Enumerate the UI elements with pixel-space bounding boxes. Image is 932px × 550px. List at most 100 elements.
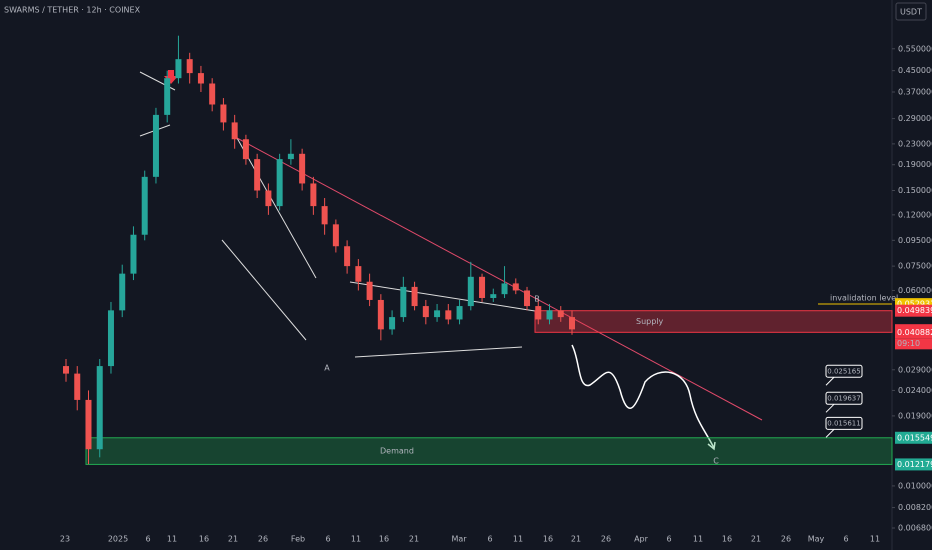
currency-box[interactable] [895,2,927,21]
triangle-line [349,281,536,312]
candle-body [546,310,553,320]
candle-body [501,283,508,295]
target-box [825,364,863,378]
candle-body [254,159,261,191]
price-tag-box [895,304,932,317]
triangle-line [354,346,523,358]
price-tag: 0.040882 [895,326,932,339]
candle-body [130,234,137,274]
candle-body [411,286,418,307]
x-tick-label: Apr [634,535,649,544]
x-tick-label: 16 [379,535,389,544]
x-tick-label: 11 [351,535,361,544]
x-tick-label: 11 [870,535,880,544]
supply-label: Supply [636,317,664,326]
candle-body [310,183,317,207]
x-tick-label: 16 [199,535,209,544]
trend-line [236,137,763,421]
currency[interactable]: USDT [900,8,922,17]
candle-body [400,286,407,318]
arrow-icon [164,70,178,84]
target-pointer [825,403,835,413]
supply-zone [534,310,893,333]
candle-body [276,159,283,207]
x-tick-label: 21 [751,535,761,544]
demand-zone [85,437,893,465]
candle-body [456,306,463,320]
candle-body [107,310,114,367]
demand-label: Demand [380,447,414,456]
candle-body [467,276,474,307]
candle-body [557,310,564,318]
x-tick-label: 6 [666,535,671,544]
x-tick-label: 21 [228,535,238,544]
candle-body [512,283,519,291]
x-tick-label: 16 [543,535,553,544]
candle-body [119,273,126,311]
candle-body [242,139,249,160]
candle-body [569,317,575,330]
candle-body [220,104,227,123]
candle-body [141,176,148,235]
price-tag: 0.049839 [895,304,932,317]
channel-line [221,239,307,341]
candle-body [175,59,182,79]
projected-path [571,344,715,449]
candle-body [209,83,216,105]
candle-body [344,246,351,267]
projected-arrow [707,441,716,451]
price-tag-label: 0.049839 [897,306,932,315]
price-tag-label: 0.012179 [897,460,932,469]
y-tick-label: 0.006800 [898,524,932,533]
candle-body [74,373,81,400]
candle-body [422,306,429,318]
x-tick-label: 6 [487,535,492,544]
wave-label: B [534,295,540,304]
candle-body [152,114,159,177]
price-tag-box [895,458,932,471]
x-tick-label: 23 [60,535,70,544]
candle-body [355,266,362,282]
x-tick-label: 6 [843,535,848,544]
x-tick-label: Mar [451,535,467,544]
x-tick-label: 11 [513,535,523,544]
price-tag: 0.015549 [895,431,932,444]
candle-body [265,190,272,207]
candle-body [479,276,486,298]
price-tag-label: 0.052931 [897,300,932,309]
target-pointer [825,428,835,438]
x-tick-label: 21 [571,535,581,544]
candle-body [535,306,542,320]
candle-body [164,78,171,115]
candle-body [231,122,238,140]
target-label: 0.015611 [827,419,860,427]
drawings [85,70,893,465]
wave-label: A [324,364,330,373]
candle-body [377,299,384,330]
target-box [825,416,863,430]
target-pointer [825,376,835,386]
wave-label: C [713,457,719,466]
x-tick-label: 16 [722,535,732,544]
candle-body [524,290,531,307]
target-label: 0.019637 [827,394,860,402]
x-tick-label: 26 [601,535,611,544]
x-tick-label: 6 [325,535,330,544]
candle-body [63,366,69,374]
invalidation-label: invalidation level [830,294,898,303]
price-tag-box [895,431,932,444]
